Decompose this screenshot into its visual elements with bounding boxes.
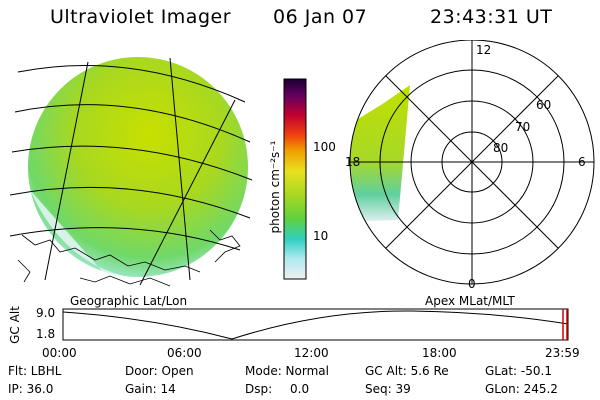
altitude-xtick-2359: 23:59 (545, 346, 580, 360)
dsp-value: 0.0 (290, 382, 310, 396)
altitude-xtick-0000: 00:00 (42, 346, 77, 360)
mode-info: Mode: Normal (245, 364, 329, 378)
altitude-ytick-high: 9.0 (36, 306, 56, 320)
geographic-image-panel (9, 57, 253, 287)
ip-info: IP: 36.0 (8, 382, 54, 396)
mlt-label-12: 12 (476, 43, 491, 57)
gain-info: Gain: 14 (125, 382, 176, 396)
instrument-title: Ultraviolet Imager (50, 6, 232, 28)
altitude-plot-axes (62, 308, 569, 341)
altitude-xtick-1800: 18:00 (422, 346, 457, 360)
time-label: 23:43:31 UT (430, 6, 553, 28)
date-label: 06 Jan 07 (273, 6, 368, 28)
coastline-outline (17, 229, 241, 287)
lat-label-80: 80 (493, 141, 508, 155)
apex-uv-image (350, 85, 410, 222)
mlt-label-0: 0 (468, 277, 476, 291)
geographic-grid-lines (9, 57, 253, 286)
glat-info: GLat: -50.1 (485, 364, 552, 378)
altitude-ytick-low: 1.8 (36, 327, 56, 341)
door-info: Door: Open (125, 364, 194, 378)
altitude-xtick-1200: 12:00 (294, 346, 329, 360)
colorbar-tick-100: 100 (313, 140, 336, 154)
polar-grid (349, 40, 595, 285)
mlt-label-6: 6 (578, 155, 586, 169)
apex-label: Apex MLat/MLT (425, 294, 515, 308)
geographic-label: Geographic Lat/Lon (70, 294, 188, 308)
dsp-label: Dsp: (245, 382, 273, 396)
gc-altitude-info: GC Alt: 5.6 Re (365, 364, 449, 378)
filter-info: Flt: LBHL (8, 364, 62, 378)
lat-label-70: 70 (515, 120, 530, 134)
altitude-curve (62, 310, 569, 340)
uv-disk-image (28, 57, 248, 277)
altitude-ylabel: GC Alt (8, 306, 22, 344)
colorbar-unit-label: photon cm⁻²s⁻¹ (268, 140, 282, 234)
apex-polar-plot: 12 18 6 0 60 70 80 (345, 40, 595, 291)
color-scale-bar (283, 78, 307, 280)
mlt-label-18: 18 (345, 155, 360, 169)
glon-info: GLon: 245.2 (485, 382, 558, 396)
colorbar-tick-10: 10 (313, 229, 329, 243)
altitude-xtick-0600: 06:00 (167, 346, 202, 360)
lat-label-60: 60 (536, 98, 551, 112)
sequence-info: Seq: 39 (365, 382, 411, 396)
